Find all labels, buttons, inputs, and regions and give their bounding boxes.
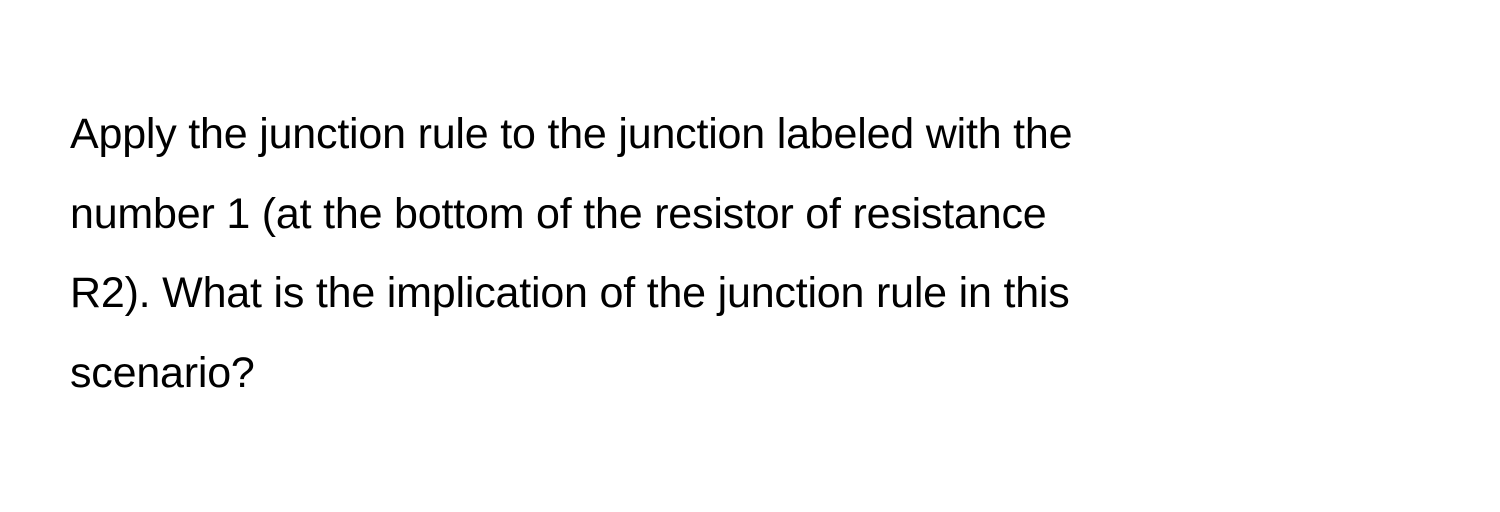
question-text: Apply the junction rule to the junction … [70,95,1130,413]
question-container: Apply the junction rule to the junction … [0,0,1200,473]
